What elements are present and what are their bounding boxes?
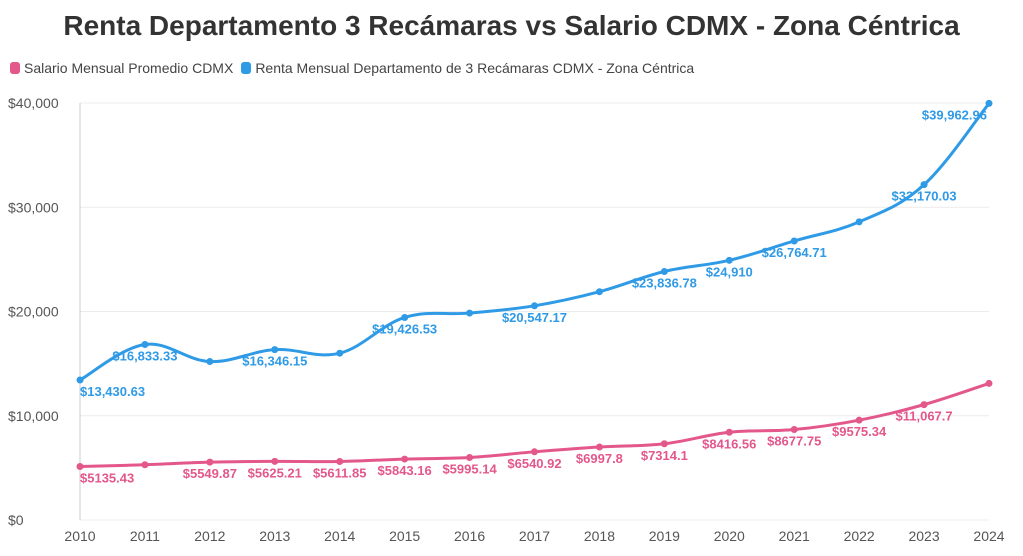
x-tick-label: 2023 xyxy=(908,528,939,544)
data-point-salary xyxy=(920,401,928,409)
series-line-rent xyxy=(78,101,991,382)
legend-item-rent[interactable]: Renta Mensual Departamento de 3 Recámara… xyxy=(241,60,694,76)
x-tick-label: 2016 xyxy=(454,528,485,544)
data-label-rent: $32,170.03 xyxy=(892,189,957,204)
data-point-salary xyxy=(790,426,798,434)
data-point-salary xyxy=(466,454,474,462)
data-label-salary: $5995.14 xyxy=(442,462,497,477)
data-label-salary: $6540.92 xyxy=(507,456,561,471)
x-tick-label: 2017 xyxy=(519,528,550,544)
y-tick-label: $30,000 xyxy=(8,199,59,215)
x-tick-label: 2010 xyxy=(64,528,95,544)
legend-swatch-salary xyxy=(10,62,20,74)
data-point-rent xyxy=(920,181,928,189)
chart-legend: Salario Mensual Promedio CDMX Renta Mens… xyxy=(10,60,702,76)
data-point-rent xyxy=(595,288,603,296)
data-point-salary xyxy=(660,440,668,448)
data-label-salary: $7314.1 xyxy=(641,448,688,463)
data-label-rent: $20,547.17 xyxy=(502,310,567,325)
legend-label-salary: Salario Mensual Promedio CDMX xyxy=(24,60,234,76)
legend-label-rent: Renta Mensual Departamento de 3 Recámara… xyxy=(255,60,695,76)
data-point-rent xyxy=(336,349,344,357)
data-point-salary xyxy=(855,416,863,424)
y-tick-label: $20,000 xyxy=(8,304,59,320)
x-tick-label: 2019 xyxy=(649,528,680,544)
data-label-salary: $5843.16 xyxy=(378,463,432,478)
y-tick-label: $40,000 xyxy=(8,95,59,111)
data-point-salary xyxy=(531,448,538,456)
data-point-salary xyxy=(271,457,279,465)
data-point-salary xyxy=(595,443,603,451)
data-point-rent xyxy=(790,237,798,245)
data-label-rent: $19,426.53 xyxy=(372,321,437,336)
data-point-rent xyxy=(141,341,149,349)
data-point-rent xyxy=(531,302,538,310)
data-point-salary xyxy=(985,379,993,387)
x-tick-label: 2021 xyxy=(779,528,810,544)
y-tick-label: $0 xyxy=(8,512,24,528)
x-tick-label: 2014 xyxy=(324,528,355,544)
chart-title: Renta Departamento 3 Recámaras vs Salari… xyxy=(63,10,960,41)
data-label-rent: $16,346.15 xyxy=(242,354,307,369)
x-tick-label: 2020 xyxy=(714,528,745,544)
x-tick-label: 2013 xyxy=(259,528,290,544)
data-label-salary: $9575.34 xyxy=(832,424,887,439)
x-tick-label: 2012 xyxy=(194,528,225,544)
data-point-salary xyxy=(206,458,214,466)
x-tick-label: 2018 xyxy=(584,528,615,544)
data-point-salary xyxy=(336,457,344,465)
data-label-salary: $8416.56 xyxy=(702,436,756,451)
data-label-rent: $23,836.78 xyxy=(632,276,697,291)
data-point-rent xyxy=(985,99,993,107)
x-tick-label: 2015 xyxy=(389,528,420,544)
data-point-salary xyxy=(725,428,733,436)
data-point-rent xyxy=(271,346,279,354)
data-point-salary xyxy=(141,461,149,469)
data-point-rent xyxy=(76,376,84,384)
x-tick-label: 2011 xyxy=(130,528,160,544)
data-label-rent: $26,764.71 xyxy=(762,245,827,260)
data-label-salary: $8677.75 xyxy=(767,434,821,449)
data-label-rent: $24,910 xyxy=(706,264,753,279)
x-tick-label: 2024 xyxy=(973,528,1004,544)
data-label-salary: $5135.43 xyxy=(80,470,134,485)
legend-swatch-rent xyxy=(241,62,252,74)
data-point-rent xyxy=(206,358,214,366)
data-label-rent: $16,833.33 xyxy=(112,349,177,364)
legend-item-salary[interactable]: Salario Mensual Promedio CDMX xyxy=(10,60,233,76)
data-point-rent xyxy=(855,218,863,226)
data-point-salary xyxy=(76,462,84,470)
data-point-rent xyxy=(466,309,474,317)
data-label-salary: $11,067.7 xyxy=(896,409,953,424)
data-label-rent: $39,962.96 xyxy=(922,107,987,122)
data-label-rent: $13,430.63 xyxy=(80,384,145,399)
y-tick-label: $10,000 xyxy=(8,408,59,424)
data-point-rent xyxy=(401,313,409,321)
data-label-salary: $5611.85 xyxy=(313,465,367,480)
data-label-salary: $5625.21 xyxy=(248,465,302,480)
data-point-rent xyxy=(660,268,668,276)
data-label-salary: $5549.87 xyxy=(183,466,237,481)
data-point-salary xyxy=(401,455,409,463)
data-label-salary: $6997.8 xyxy=(576,451,623,466)
x-tick-label: 2022 xyxy=(844,528,875,544)
data-point-rent xyxy=(725,256,733,264)
